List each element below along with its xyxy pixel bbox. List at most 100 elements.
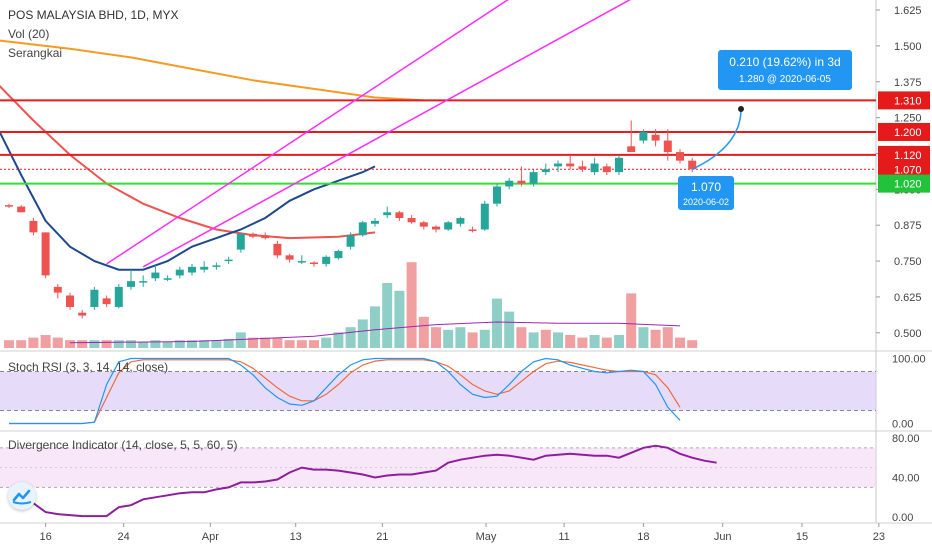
volume-bar xyxy=(77,340,88,348)
volume-bar xyxy=(284,340,295,348)
candle-body xyxy=(273,243,282,256)
x-tick-label: 15 xyxy=(796,531,808,543)
candle-body xyxy=(175,269,184,276)
volume-bar xyxy=(406,262,417,348)
candle-body xyxy=(590,163,599,173)
volume-bar xyxy=(638,327,649,348)
volume-bar xyxy=(492,298,502,348)
projection-callout-line1: 0.210 (19.62%) in 3d xyxy=(729,55,840,69)
projection-callout xyxy=(718,50,852,90)
candle-body xyxy=(346,235,355,247)
y-tick-label: 1.625 xyxy=(894,5,922,17)
div-tick-label: 80.00 xyxy=(892,433,920,445)
volume-bar xyxy=(16,340,27,348)
chart-title: POS MALAYSIA BHD, 1D, MYX xyxy=(8,8,179,22)
level-tag-label: 1.310 xyxy=(894,95,922,107)
projection-point xyxy=(738,106,744,113)
candle-body xyxy=(676,152,684,161)
stoch-k-line xyxy=(9,357,681,425)
candle-body xyxy=(285,255,294,260)
candle-body xyxy=(249,233,257,237)
volume-bar xyxy=(113,340,124,348)
level-tag xyxy=(878,122,930,141)
candle-body xyxy=(334,251,343,259)
moving-average-label: Serangkai xyxy=(8,46,63,60)
candle-body xyxy=(493,186,501,204)
level-tag xyxy=(878,174,930,193)
x-tick-label: 23 xyxy=(873,531,885,543)
volume-label: Vol (20) xyxy=(8,27,50,41)
volume-bar xyxy=(626,293,637,348)
volume-bar xyxy=(650,329,661,348)
candle-body xyxy=(139,281,148,283)
candle-body xyxy=(651,134,660,141)
channel-lower-line xyxy=(142,0,632,268)
volume-bar xyxy=(479,329,490,348)
candle-body xyxy=(41,232,50,276)
y-tick-label: 1.250 xyxy=(894,113,922,125)
stoch-tick-label: 0.00 xyxy=(892,419,913,431)
volume-bar xyxy=(662,327,673,348)
volume-bar xyxy=(675,337,685,348)
y-tick-label: 1.500 xyxy=(894,41,922,53)
volume-bar xyxy=(687,340,698,348)
volume-bar xyxy=(248,337,258,348)
volume-bar xyxy=(4,340,14,348)
volume-bar xyxy=(260,337,271,348)
volume-bar xyxy=(357,319,368,348)
volume-bar xyxy=(540,329,551,348)
x-tick-label: 11 xyxy=(558,531,569,543)
x-tick-label: 18 xyxy=(637,531,649,543)
candle-body xyxy=(615,157,623,173)
volume-bar xyxy=(382,283,393,348)
divergence-label: Divergence Indicator (14, close, 5, 5, 6… xyxy=(8,438,238,452)
level-tag xyxy=(878,160,930,179)
volume-bar xyxy=(52,337,63,348)
candle-body xyxy=(297,261,306,263)
ma-blue-line xyxy=(0,130,376,271)
candle-body xyxy=(78,312,87,316)
volume-bar xyxy=(89,340,100,348)
y-tick-label: 0.750 xyxy=(894,256,922,268)
candle-body xyxy=(627,146,636,153)
volume-bar xyxy=(296,340,307,348)
volume-bar xyxy=(309,340,319,348)
volume-bar xyxy=(614,335,624,348)
volume-bar xyxy=(577,337,588,348)
candle-body xyxy=(602,166,611,173)
volume-bar xyxy=(223,338,234,348)
candle-body xyxy=(17,206,26,213)
volume-bar xyxy=(333,332,344,348)
y-tick-label: 0.500 xyxy=(894,328,922,340)
div-tick-label: 40.00 xyxy=(892,472,920,484)
x-tick-label: Apr xyxy=(202,531,219,543)
candle-body xyxy=(517,180,526,184)
candle-body xyxy=(66,295,74,307)
volume-bar xyxy=(138,341,149,348)
stoch-band xyxy=(0,371,876,411)
volume-bar xyxy=(504,311,515,348)
volume-bar xyxy=(418,316,429,348)
level-tag xyxy=(878,91,930,110)
low-callout xyxy=(678,176,734,210)
candle-body xyxy=(102,298,111,305)
divergence-line xyxy=(8,444,717,518)
volume-bar xyxy=(199,340,210,348)
candle-body xyxy=(688,160,697,170)
volume-bar xyxy=(101,340,112,348)
level-tag-label: 1.200 xyxy=(894,127,922,139)
candle-body xyxy=(432,226,440,230)
tradingview-logo-icon[interactable] xyxy=(8,482,36,510)
price-pane xyxy=(0,0,876,348)
volume-bar xyxy=(40,335,51,348)
candle-body xyxy=(505,180,514,187)
x-tick-label: 13 xyxy=(290,531,302,543)
volume-bar xyxy=(467,332,478,348)
volume-bar xyxy=(443,329,454,348)
annotations: 1.310 1.200 1.120 1.070 1.020 0.210 (19.62%) … xyxy=(678,50,930,210)
candle-body xyxy=(529,172,538,184)
candle-body xyxy=(419,222,428,227)
candle-body xyxy=(188,266,196,273)
stoch-tick-label: 100.00 xyxy=(892,354,926,366)
